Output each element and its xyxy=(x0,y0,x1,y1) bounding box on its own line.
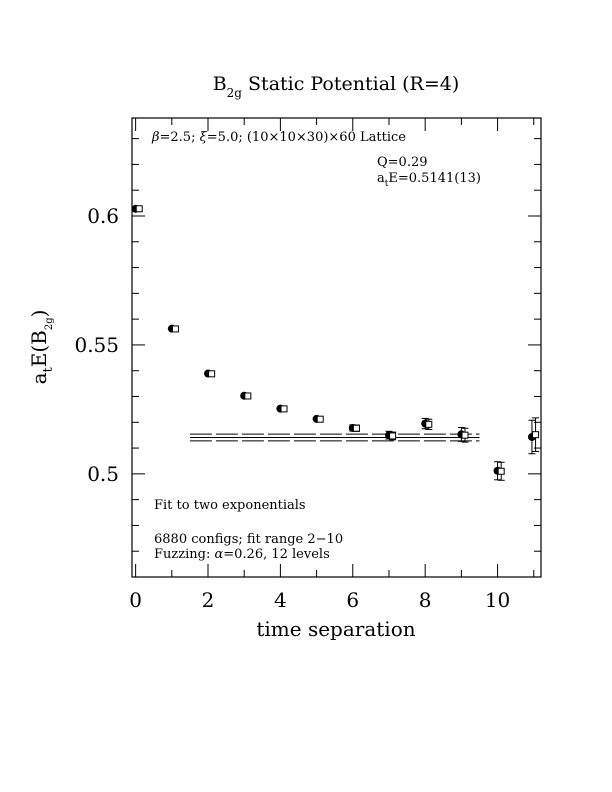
data-point-square xyxy=(135,205,143,213)
data-point-square xyxy=(532,417,540,452)
q-value-annotation: Q=0.29 xyxy=(377,155,428,170)
y-axis-label: atE(B2g) xyxy=(27,310,56,385)
marker-square xyxy=(352,424,360,432)
x-tick-label: 4 xyxy=(274,588,287,612)
data-point-square xyxy=(316,415,324,423)
lattice-annotation: β=2.5; ξ=5.0; (10×10×30)×60 Lattice xyxy=(151,130,406,145)
marker-square xyxy=(497,467,505,475)
x-axis-label: time separation xyxy=(256,617,415,641)
marker-square xyxy=(280,405,288,413)
y-tick-labels: 0.5 0.55 0.6 xyxy=(74,204,119,486)
data-points xyxy=(131,204,540,481)
data-point-square xyxy=(425,418,433,431)
marker-square xyxy=(425,420,433,428)
marker-square xyxy=(208,370,216,378)
data-point-square xyxy=(389,431,397,441)
x-tick-label: 10 xyxy=(485,588,510,612)
axis-ticks xyxy=(132,118,541,577)
marker-square xyxy=(389,432,397,440)
fuzzing-annotation: Fuzzing: α=0.26, 12 levels xyxy=(154,547,330,562)
y-tick-label: 0.5 xyxy=(87,462,119,486)
chart-title-prefix: B xyxy=(213,73,227,95)
data-point-square xyxy=(461,427,469,443)
marker-square xyxy=(171,325,179,333)
fit-note-annotation: Fit to two exponentials xyxy=(154,498,306,513)
x-tick-label: 8 xyxy=(419,588,432,612)
marker-square xyxy=(135,205,143,213)
y-tick-label: 0.55 xyxy=(74,333,119,357)
x-tick-labels: 0 2 4 6 8 10 xyxy=(129,588,510,612)
chart-title: B2g Static Potential (R=4) xyxy=(213,73,460,100)
x-tick-label: 0 xyxy=(129,588,142,612)
x-tick-label: 2 xyxy=(202,588,215,612)
x-tick-label: 6 xyxy=(346,588,359,612)
fit-band xyxy=(189,433,480,442)
chart-title-subscript: 2g xyxy=(227,86,243,100)
marker-square xyxy=(532,431,540,439)
plot-frame xyxy=(131,117,542,578)
data-point-square xyxy=(171,325,179,333)
data-point-square xyxy=(208,370,216,378)
configs-annotation: 6880 configs; fit range 2−10 xyxy=(154,532,343,547)
data-point-square xyxy=(280,405,288,413)
y-tick-label: 0.6 xyxy=(87,204,119,228)
chart-title-rest: Static Potential (R=4) xyxy=(242,73,459,95)
energy-annotation: atE=0.5141(13) xyxy=(377,171,481,189)
marker-square xyxy=(316,415,324,423)
data-point-square xyxy=(497,461,505,481)
data-point-square xyxy=(352,424,360,432)
marker-square xyxy=(461,431,469,439)
data-point-square xyxy=(244,392,252,400)
marker-square xyxy=(244,392,252,400)
